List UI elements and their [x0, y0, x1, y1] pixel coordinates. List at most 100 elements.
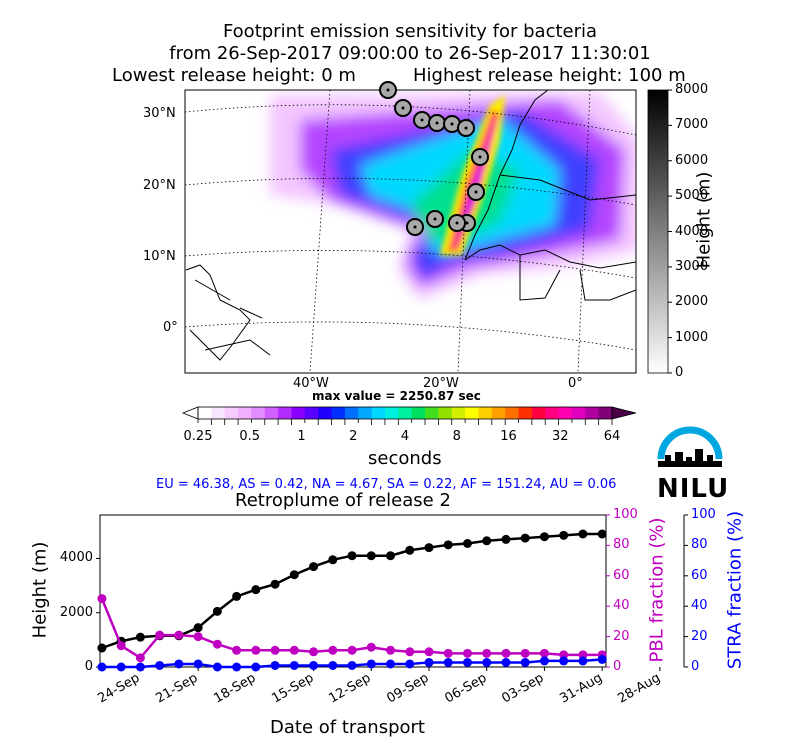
- series-point: [289, 570, 299, 580]
- series-point: [347, 551, 357, 561]
- sensitivity-colorbar-label: seconds: [368, 448, 442, 469]
- lat-label-0: 0°: [163, 320, 178, 335]
- stra-axis-tick: 80: [691, 537, 708, 553]
- height-colorbar-tick: 6000: [675, 152, 709, 168]
- series-point: [347, 660, 357, 670]
- series-point: [97, 594, 107, 604]
- series-point: [232, 645, 242, 655]
- series-point: [155, 630, 165, 640]
- pbl-axis-tick: 100: [613, 507, 638, 522]
- sensitivity-colorbar-tick: 64: [603, 429, 621, 444]
- sensitivity-colorbar-tick: 8: [452, 429, 461, 444]
- series-point: [386, 645, 396, 655]
- series-point: [289, 660, 299, 670]
- region-fractions: EU = 46.38, AS = 0.42, NA = 4.67, SA = 0…: [156, 477, 617, 492]
- left-axis-label: Height (m): [29, 541, 51, 639]
- series-point: [251, 662, 261, 672]
- sensitivity-colorbar: [181, 406, 637, 425]
- series-point: [270, 645, 280, 655]
- series-point: [212, 662, 222, 672]
- sensitivity-colorbar-tick: 4: [400, 429, 410, 444]
- series-point: [424, 647, 434, 657]
- trajectory-markers: [379, 81, 489, 236]
- series-point: [270, 579, 280, 589]
- series-point: [539, 656, 549, 666]
- series-point: [482, 648, 492, 658]
- x-axis-label: Date of transport: [270, 717, 425, 738]
- pbl-axis-tick: 20: [613, 628, 630, 644]
- series-point: [539, 648, 549, 658]
- lowest-release-label: Lowest release height: 0 m: [112, 65, 356, 86]
- series-point: [212, 606, 222, 616]
- series-point: [116, 662, 126, 672]
- highest-release-label: Highest release height: 100 m: [413, 65, 686, 86]
- height-colorbar-tick: 4000: [675, 223, 709, 239]
- series-point: [443, 648, 453, 658]
- height-colorbar-tick: 0: [675, 365, 684, 380]
- series-point: [578, 656, 588, 666]
- nilu-logo-text: NILU: [657, 474, 730, 504]
- series-point: [366, 659, 376, 669]
- lat-label-30n: 30°N: [143, 106, 176, 121]
- lat-label-10n: 10°N: [143, 249, 176, 264]
- graticule: [185, 90, 636, 373]
- series-point: [424, 657, 434, 667]
- pbl-axis-tick: 40: [613, 598, 630, 614]
- sensitivity-colorbar-tick: 0.25: [183, 429, 213, 444]
- series-point: [366, 551, 376, 561]
- series-point: [116, 641, 126, 651]
- series-line: [101, 532, 603, 650]
- series-point: [309, 660, 319, 670]
- series-point: [405, 545, 415, 555]
- series-point: [309, 562, 319, 572]
- sensitivity-colorbar-tick: 2: [349, 429, 358, 444]
- series-point: [501, 657, 511, 667]
- lat-label-20n: 20°N: [143, 178, 176, 193]
- left-axis-tick: 4000: [59, 550, 93, 566]
- sensitivity-colorbar-tick: 16: [500, 429, 517, 444]
- coastlines: [185, 90, 636, 361]
- height-colorbar-tick: 8000: [675, 82, 709, 97]
- series-point: [347, 645, 357, 655]
- lon-label-0: 0°: [568, 376, 583, 391]
- stra-axis-tick: 100: [691, 507, 716, 522]
- series-point: [174, 659, 184, 669]
- series-point: [328, 645, 338, 655]
- series-point: [462, 648, 472, 658]
- series-point: [482, 536, 492, 546]
- lon-label-20w: 20°W: [423, 376, 459, 391]
- stra-axis-label: STRA fraction (%): [724, 510, 746, 670]
- title-line1: Footprint emission sensitivity for bacte…: [222, 21, 598, 42]
- pbl-axis-tick: 60: [613, 567, 630, 583]
- sensitivity-colorbar-tick: 0.5: [239, 429, 261, 444]
- series-point: [212, 639, 222, 649]
- series-point: [174, 630, 184, 640]
- series-point: [405, 659, 415, 669]
- series-point: [559, 530, 569, 540]
- series-point: [193, 659, 203, 669]
- nilu-logo: [657, 426, 723, 467]
- series-point: [539, 532, 549, 542]
- title-line2: from 26-Sep-2017 09:00:00 to 26-Sep-2017…: [169, 43, 651, 64]
- series-point: [193, 623, 203, 633]
- height-colorbar-tick: 7000: [675, 117, 709, 133]
- series-point: [462, 539, 472, 548]
- series-point: [328, 555, 338, 565]
- series-point: [559, 656, 569, 666]
- series-point: [97, 662, 107, 672]
- series-point: [520, 657, 530, 667]
- pbl-axis-tick: 80: [613, 537, 630, 553]
- series-point: [270, 660, 280, 670]
- stra-axis-tick: 0: [691, 659, 700, 674]
- logo-arc-icon: [657, 426, 723, 460]
- series-point: [597, 529, 607, 539]
- series-point: [251, 645, 261, 655]
- height-colorbar-tick: 5000: [675, 188, 709, 204]
- sensitivity-colorbar-tick: 1: [297, 429, 306, 444]
- series-point: [482, 657, 492, 667]
- series-point: [155, 660, 165, 670]
- series-point: [424, 543, 434, 553]
- chart-title: Retroplume of release 2: [235, 490, 451, 511]
- pbl-axis-label: PBL fraction (%): [646, 517, 668, 663]
